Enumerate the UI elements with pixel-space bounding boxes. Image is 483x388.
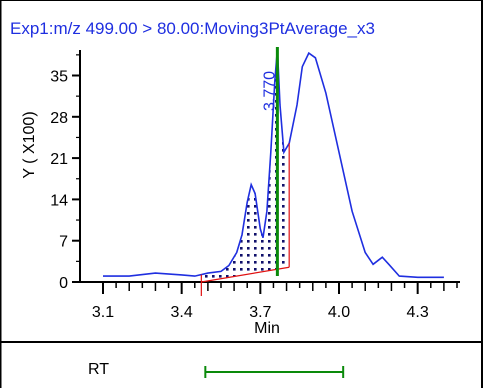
- axes: 3.1 3.4 3.7 4.0 4.3 0 7 14 21 28 35: [50, 50, 460, 321]
- apex-label: 3.770: [261, 71, 278, 111]
- x-tick-label: 4.3: [407, 304, 429, 321]
- integrated-area: [201, 48, 290, 283]
- rt-range-marker: [204, 366, 345, 378]
- y-axis-label: Y ( X100): [21, 111, 38, 178]
- x-axis-label: Min: [254, 320, 280, 337]
- peak-annotations: 3.770: [200, 46, 290, 296]
- rt-label: RT: [88, 361, 109, 378]
- integration-baseline: [201, 266, 290, 283]
- y-tick-label: 0: [59, 275, 68, 292]
- y-tick-label: 21: [50, 151, 68, 168]
- y-tick-label: 14: [50, 192, 68, 209]
- y-tick-label: 35: [50, 69, 68, 86]
- x-tick-label: 3.7: [249, 304, 271, 321]
- x-tick-label: 3.1: [92, 304, 114, 321]
- y-tick-label: 28: [50, 110, 68, 127]
- x-tick-label: 3.4: [171, 304, 193, 321]
- y-tick-label: 7: [59, 234, 68, 251]
- x-tick-label: 4.0: [328, 304, 350, 321]
- integrated-area-fill: [201, 48, 290, 283]
- chart-title: Exp1:m/z 499.00 > 80.00:Moving3PtAverage…: [10, 19, 375, 38]
